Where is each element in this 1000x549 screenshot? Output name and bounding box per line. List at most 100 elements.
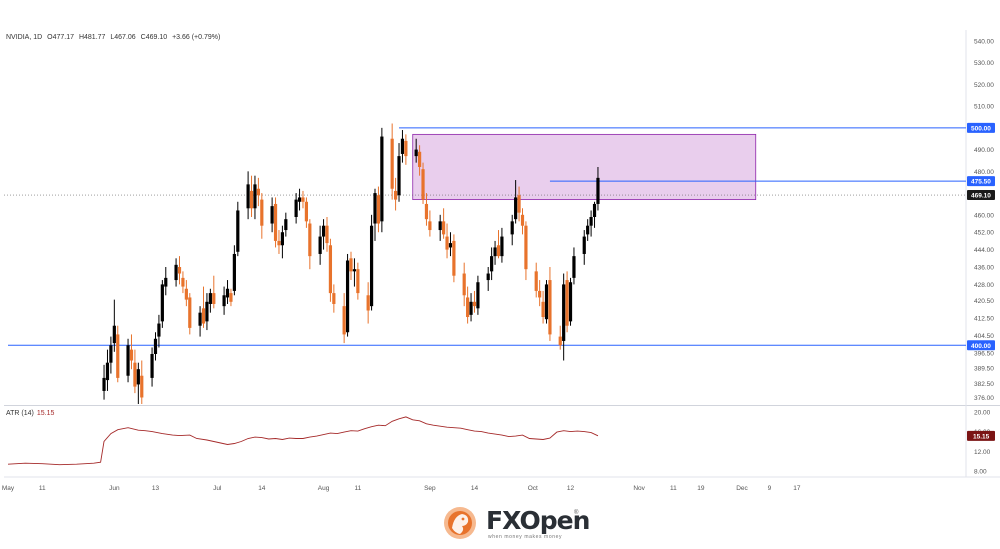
level-badge-2	[967, 340, 995, 351]
time-tick-label: Jul	[213, 485, 222, 492]
candle-body	[345, 260, 350, 333]
time-tick-label: Oct	[528, 485, 538, 492]
candle-body	[325, 225, 329, 244]
atr-value-badge-label: 15.15	[973, 433, 990, 440]
candle-body	[133, 362, 137, 387]
candle-body	[277, 240, 281, 246]
candle-body	[188, 297, 192, 328]
atr-tick-label: 8.00	[974, 469, 987, 476]
atr-value: 15.15	[36, 410, 55, 417]
candle-body	[256, 188, 260, 196]
candle-body	[212, 293, 216, 304]
time-tick-label: 19	[697, 485, 705, 492]
level-badge-label: 475.50	[971, 179, 991, 186]
candle-body	[280, 232, 284, 246]
time-tick-label: 12	[567, 485, 575, 492]
candle-body	[201, 308, 206, 324]
candle-body	[544, 284, 549, 320]
resistance-zone	[412, 133, 757, 201]
candle-body	[356, 269, 360, 294]
candle-body	[462, 273, 466, 296]
candle-body	[236, 210, 240, 252]
lion-emblem-icon	[444, 507, 476, 539]
price-tick-label: 520.00	[974, 82, 994, 89]
candle-body	[294, 199, 298, 217]
candle-body	[102, 377, 106, 391]
candle-body	[452, 240, 456, 276]
candle-body	[469, 301, 473, 315]
candle-body	[376, 195, 381, 224]
high-value: H481.77	[78, 34, 106, 41]
candle-body	[153, 338, 158, 354]
level-badge-1	[967, 176, 995, 187]
candle-body	[514, 197, 518, 220]
candle-body	[496, 245, 501, 257]
candle-body	[273, 203, 278, 241]
candle-body	[129, 349, 134, 361]
candle-body	[140, 375, 144, 398]
price-tick-label: 376.00	[974, 395, 994, 402]
candle-body	[466, 297, 470, 318]
level-badge-label: 500.00	[971, 125, 991, 132]
price-tick-label: 460.00	[974, 212, 994, 219]
level-badge-label: 400.00	[971, 343, 991, 350]
price-tick-label: 540.00	[974, 38, 994, 45]
candle-body	[164, 277, 168, 287]
candle-body	[222, 295, 226, 307]
candle-body	[321, 225, 326, 237]
candle-body	[232, 253, 236, 291]
candle-body	[400, 138, 405, 154]
candle-body	[582, 236, 586, 254]
candle-body	[157, 323, 161, 337]
candle-body	[160, 284, 164, 322]
logo-brand: FXOpen	[486, 506, 590, 535]
candle-body	[284, 219, 288, 231]
time-tick-label: 13	[152, 485, 160, 492]
candle-body	[366, 295, 370, 311]
candle-body	[150, 353, 154, 378]
symbol-info-bar: NVIDIA, 1D O477.17 H481.77 L467.06 C469.…	[6, 34, 223, 41]
candle-body	[184, 288, 188, 300]
price-tick-label: 452.00	[974, 230, 994, 237]
candle-body	[500, 236, 504, 257]
candle-body	[229, 293, 233, 302]
candle-body	[568, 282, 573, 322]
current-price-label: 469.10	[971, 193, 991, 200]
candle-body	[342, 306, 346, 335]
time-tick-label: 14	[258, 485, 266, 492]
current-price-badge	[967, 190, 995, 201]
candle-body	[328, 245, 333, 294]
open-value: O477.17	[47, 34, 74, 41]
atr-tick-label: 20.00	[974, 409, 991, 416]
candle-body	[493, 247, 497, 257]
candle-body	[428, 221, 432, 231]
candle-body	[418, 151, 422, 167]
price-tick-label: 480.00	[974, 169, 994, 176]
candle-body	[596, 177, 600, 204]
price-tick-label: 396.50	[974, 350, 994, 357]
price-tick-label: 404.50	[974, 333, 994, 340]
time-tick-label: 11	[354, 485, 361, 492]
atr-indicator-label: ATR (14) 15.15	[6, 410, 54, 417]
candle-body	[270, 206, 274, 224]
candle-body	[332, 293, 336, 304]
time-tick-label: Jun	[109, 485, 120, 492]
atr-line	[7, 416, 599, 466]
price-tick-label: 444.00	[974, 247, 994, 254]
candle-body	[136, 369, 140, 385]
candle-body	[174, 264, 178, 281]
candle-body	[318, 236, 322, 254]
atr-value-badge	[967, 430, 995, 441]
candle-body	[517, 195, 521, 213]
price-tick-label: 490.00	[974, 147, 994, 154]
candle-body	[445, 236, 449, 250]
candle-body	[105, 362, 110, 381]
candle-body	[249, 190, 254, 209]
candle-body	[297, 197, 302, 202]
time-tick-label: 11	[39, 485, 46, 492]
candle-body	[442, 221, 446, 235]
candle-body	[126, 345, 130, 376]
candle-body	[225, 288, 230, 298]
candle-body	[510, 221, 514, 235]
